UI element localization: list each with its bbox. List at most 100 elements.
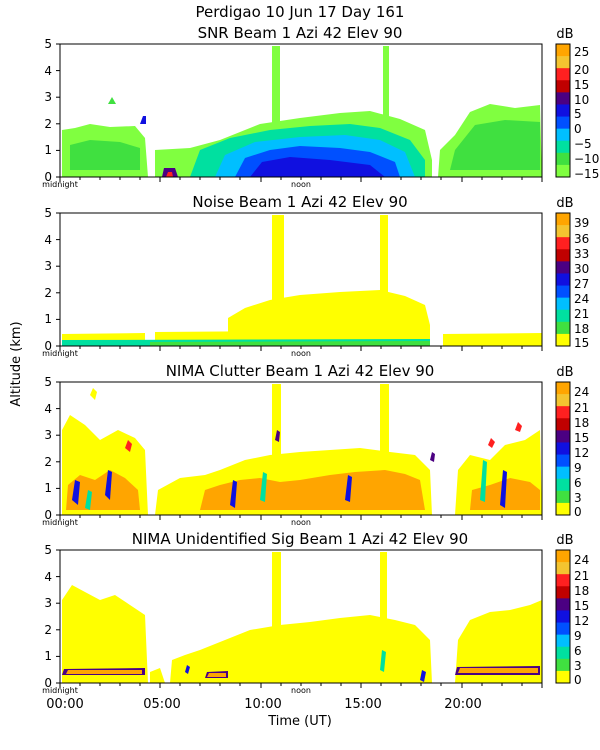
colorbar-tick: 24 [574, 385, 589, 399]
y-ticks: 0 1 2 3 4 5 [44, 543, 60, 690]
colorbar-segment [556, 418, 570, 431]
y-tick-label: 0 [44, 339, 52, 353]
panel-title: NIMA Clutter Beam 1 Azi 42 Elev 90 [166, 362, 435, 380]
noon-marker: noon [291, 686, 311, 695]
colorbar-frame [555, 212, 571, 347]
y-tick-label: 4 [44, 402, 52, 416]
colorbar-tick: 10 [574, 93, 589, 107]
colorbar-unit: dB [556, 196, 573, 211]
echo-region [125, 440, 132, 452]
x-axis-label: Time (UT) [267, 714, 332, 729]
colorbar-segment [556, 92, 570, 105]
colorbar-segment [556, 646, 570, 660]
echo-region [345, 475, 352, 502]
colorbar-tick: −10 [574, 152, 599, 166]
colorbar-segment [556, 225, 570, 238]
y-tick-label: 5 [44, 206, 52, 220]
panel-snr: SNR Beam 1 Azi 42 Elev 90 0 1 2 3 4 [42, 24, 599, 189]
colorbar-tick: 3 [574, 659, 582, 673]
heatmap-layer [62, 215, 542, 346]
y-ticks: 0 1 2 3 4 5 [44, 375, 60, 522]
colorbar-tick: 12 [574, 614, 589, 628]
y-tick-label: 5 [44, 543, 52, 557]
y-tick-label: 2 [44, 286, 52, 300]
colorbar-segment [556, 104, 570, 118]
colorbar-tick: 21 [574, 307, 589, 321]
colorbar-tick: 18 [574, 584, 589, 598]
y-tick-label: 0 [44, 170, 52, 184]
colorbar-segment [556, 68, 570, 81]
colorbar-segment [556, 56, 570, 69]
colorbar-segment [556, 598, 570, 611]
echo-region [200, 470, 425, 510]
colorbar-unit: dB [556, 533, 573, 548]
echo-region [430, 452, 435, 462]
echo-region [185, 665, 190, 674]
x-ticks [59, 683, 543, 688]
colorbar-segment [556, 382, 570, 395]
colorbar-tick: 21 [574, 569, 589, 583]
echo-region [260, 472, 267, 502]
echo-region [105, 470, 112, 500]
colorbar-tick: 0 [574, 122, 582, 136]
echo-region [166, 172, 173, 177]
x-tick-label: 10:00 [244, 697, 281, 712]
colorbar-tick: 24 [574, 553, 589, 567]
colorbar-segment [556, 321, 570, 335]
colorbar-segment [556, 237, 570, 250]
colorbar-segment [556, 442, 570, 456]
echo-region [515, 422, 522, 432]
colorbar-segment [556, 562, 570, 575]
echo-region [455, 600, 542, 683]
colorbar-tick: 30 [574, 262, 589, 276]
y-tick-label: 3 [44, 596, 52, 610]
x-ticks [59, 515, 543, 520]
y-tick-label: 0 [44, 676, 52, 690]
colorbar-segment [556, 610, 570, 624]
colorbar-tick: −15 [574, 167, 599, 181]
heatmap-layer [62, 46, 542, 177]
echo-region [380, 552, 387, 683]
colorbar-segment [556, 454, 570, 468]
echo-region [72, 480, 80, 505]
colorbar-tick: 24 [574, 292, 589, 306]
colorbar-segment [556, 586, 570, 599]
y-axis-label: Altitude (km) [9, 321, 24, 406]
x-axis-time-labels: 00:00 05:00 10:00 15:00 20:00 [46, 697, 481, 712]
echo-region [108, 97, 116, 104]
midnight-marker: midnight [42, 686, 78, 695]
noon-marker: noon [291, 180, 311, 189]
colorbar-segment [556, 140, 570, 154]
colorbar-segment [556, 406, 570, 419]
colorbar-tick: 15 [574, 431, 589, 445]
noon-marker: noon [291, 349, 311, 358]
y-ticks: 0 1 2 3 4 5 [44, 37, 60, 184]
colorbar-tick: 18 [574, 322, 589, 336]
colorbar-frame [555, 381, 571, 516]
echo-region [488, 438, 495, 448]
colorbar-tick: 0 [574, 673, 582, 687]
colorbar-segment [556, 394, 570, 407]
colorbar-tick: 27 [574, 277, 589, 291]
y-tick-label: 4 [44, 233, 52, 247]
echo-region [66, 470, 140, 510]
panel-nima-clutter: NIMA Clutter Beam 1 Azi 42 Elev 90 [42, 362, 589, 527]
midnight-marker: midnight [42, 180, 78, 189]
colorbar-segment [556, 164, 570, 178]
colorbar-unit: dB [556, 27, 573, 42]
colorbar-segment [556, 213, 570, 226]
colorbar: dB 25 20 15 10 5 0 −5 −10 −15 [555, 27, 599, 181]
panel-title: SNR Beam 1 Azi 42 Elev 90 [198, 24, 403, 42]
echo-region [90, 388, 97, 400]
colorbar-unit: dB [556, 365, 573, 380]
colorbar-segment [556, 490, 570, 504]
colorbar-segment [556, 333, 570, 347]
colorbar-segment [556, 44, 570, 57]
colorbar-tick: 21 [574, 401, 589, 415]
x-ticks [59, 346, 543, 351]
y-tick-label: 2 [44, 117, 52, 131]
colorbar-segment [556, 309, 570, 323]
colorbar-segment [556, 128, 570, 142]
colorbar-segment [556, 634, 570, 648]
colorbar-segment [556, 152, 570, 166]
